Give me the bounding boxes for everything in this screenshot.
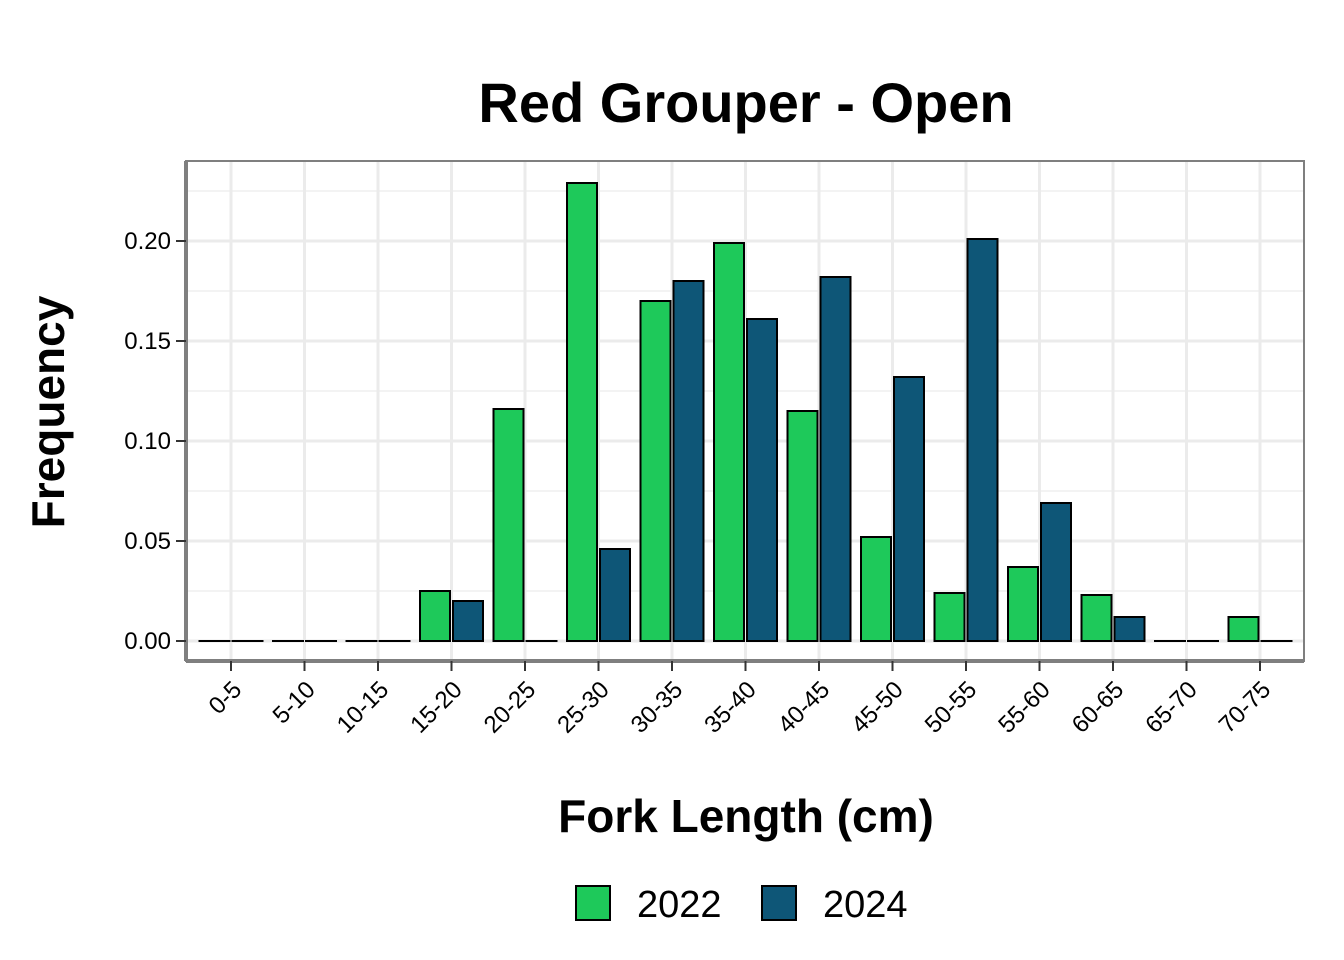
bar-2022-15-20 bbox=[419, 590, 451, 642]
x-tick-label: 40-45 bbox=[773, 676, 836, 739]
x-tick-label: 50-55 bbox=[920, 676, 983, 739]
y-tick-label: 0.05 bbox=[124, 528, 171, 555]
x-tick-label: 45-50 bbox=[846, 676, 909, 739]
bar-2022-35-40 bbox=[713, 242, 745, 642]
bar-2024-60-65 bbox=[1113, 616, 1146, 642]
bar-2024-30-35 bbox=[672, 280, 705, 642]
bar-2022-40-45 bbox=[786, 410, 819, 642]
bar-2022-55-60 bbox=[1007, 566, 1039, 642]
x-tick-label: 30-35 bbox=[626, 676, 689, 739]
bar-2022-70-75 bbox=[1227, 616, 1260, 642]
x-tick-label: 35-40 bbox=[699, 676, 762, 739]
grid-lines bbox=[186, 161, 1304, 661]
x-axis-title: Fork Length (cm) bbox=[558, 790, 934, 842]
legend-label-2024: 2024 bbox=[823, 884, 908, 926]
bar-2022-60-65 bbox=[1080, 594, 1113, 642]
y-tick-label: 0.20 bbox=[124, 228, 171, 255]
legend-key-2022 bbox=[575, 885, 611, 921]
y-tick-label: 0.15 bbox=[124, 328, 171, 355]
bar-2024-55-60 bbox=[1040, 502, 1072, 642]
x-tick-label: 70-75 bbox=[1214, 676, 1277, 739]
x-tick-label: 15-20 bbox=[405, 676, 468, 739]
bar-2024-50-55 bbox=[966, 238, 999, 642]
x-tick-label: 10-15 bbox=[332, 676, 395, 739]
x-tick-label: 0-5 bbox=[204, 676, 248, 720]
bars bbox=[198, 182, 1293, 643]
bar-2024-35-40 bbox=[746, 318, 778, 642]
x-tick-label: 60-65 bbox=[1067, 676, 1130, 739]
bar-2022-45-50 bbox=[860, 536, 892, 642]
chart-title: Red Grouper - Open bbox=[478, 71, 1013, 134]
bar-2024-25-30 bbox=[599, 548, 631, 642]
x-tick-label: 55-60 bbox=[993, 676, 1056, 739]
legend-key-2024 bbox=[761, 885, 797, 921]
y-tick-label: 0.10 bbox=[124, 428, 171, 455]
bar-2022-25-30 bbox=[566, 182, 598, 642]
x-tick-label: 20-25 bbox=[479, 676, 542, 739]
x-tick-label: 5-10 bbox=[268, 676, 321, 729]
bar-2022-50-55 bbox=[933, 592, 966, 642]
x-tick-label: 65-70 bbox=[1140, 676, 1203, 739]
legend-label-2022: 2022 bbox=[637, 884, 722, 926]
bar-2024-45-50 bbox=[893, 376, 925, 642]
bar-2024-15-20 bbox=[452, 600, 484, 642]
bar-2024-40-45 bbox=[819, 276, 852, 642]
y-tick-label: 0.00 bbox=[124, 628, 171, 655]
y-axis-title: Frequency bbox=[22, 295, 74, 528]
bar-2022-20-25 bbox=[492, 408, 525, 642]
legend: 2022 2024 bbox=[575, 884, 908, 926]
x-tick-label: 25-30 bbox=[552, 676, 615, 739]
bar-2022-30-35 bbox=[639, 300, 672, 642]
